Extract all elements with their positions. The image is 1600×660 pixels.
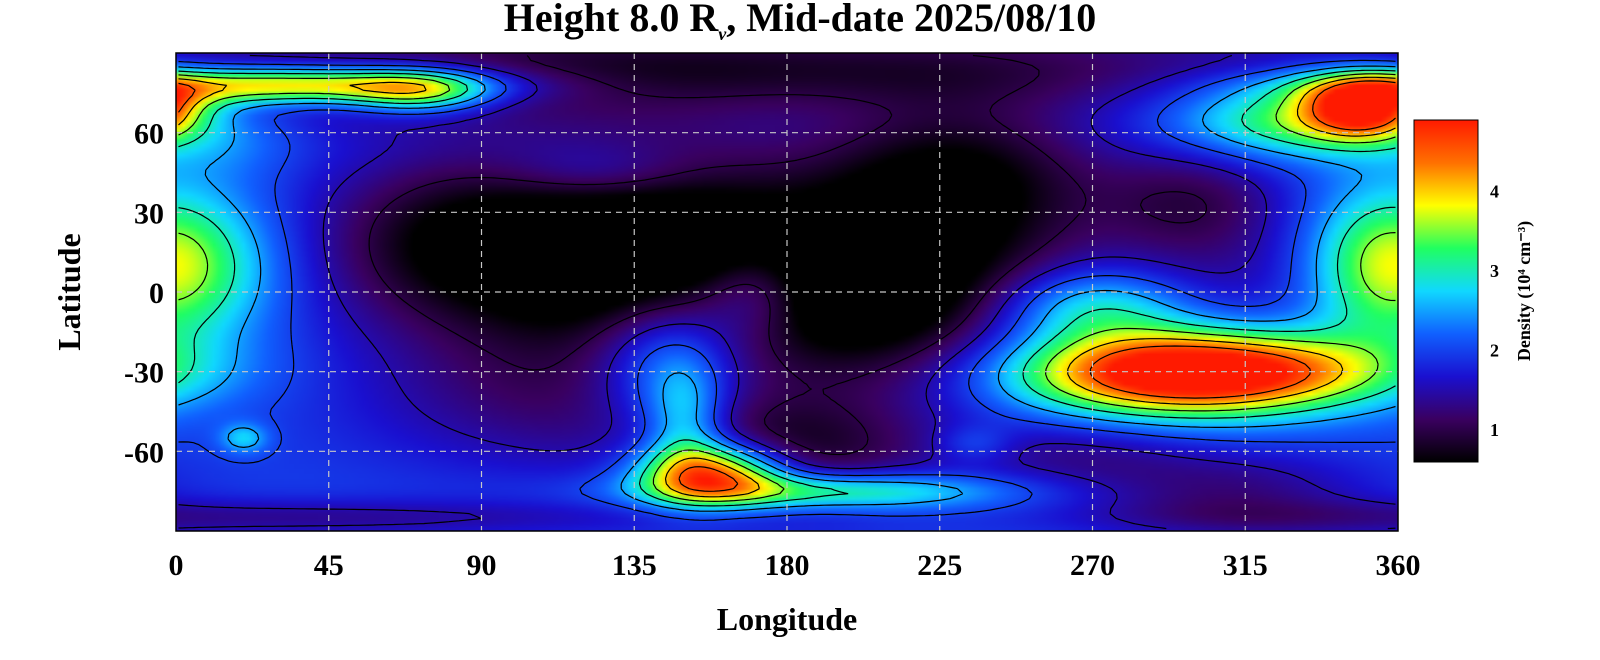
x-axis-label: Longitude <box>717 601 857 637</box>
contour-level <box>178 76 1396 498</box>
y-axis: 60 30 0 -30 -60 <box>124 118 164 470</box>
x-tick-label: 180 <box>765 549 810 582</box>
y-tick-label: 60 <box>134 118 164 151</box>
colorbar-label: Density (10⁴ cm⁻³) <box>1514 221 1535 361</box>
contour-level <box>178 59 1396 521</box>
y-axis-label: Latitude <box>51 233 87 350</box>
y-tick-label: -60 <box>124 436 164 469</box>
x-tick-label: 360 <box>1376 549 1421 582</box>
plot-frame <box>175 52 1399 532</box>
colorbar-tick-label: 2 <box>1490 341 1499 361</box>
colorbar-tick-label: 4 <box>1490 182 1499 202</box>
contour-level <box>368 54 1208 456</box>
x-tick-label: 90 <box>467 549 497 582</box>
colorbar-tick-label: 1 <box>1490 420 1499 440</box>
contour-level <box>178 69 1396 507</box>
contour-level <box>178 73 1396 502</box>
contour-lines <box>178 54 1396 530</box>
y-tick-label: 0 <box>149 277 164 310</box>
x-tick-label: 225 <box>917 549 962 582</box>
grid <box>176 53 1398 531</box>
contour-level <box>178 54 1396 530</box>
x-tick-label: 135 <box>612 549 657 582</box>
x-tick-label: 45 <box>314 549 344 582</box>
colorbar: 1 2 3 4 Density (10⁴ cm⁻³) <box>1413 119 1535 463</box>
x-tick-label: 270 <box>1070 549 1115 582</box>
x-tick-label: 0 <box>169 549 184 582</box>
y-tick-label: 30 <box>134 197 164 230</box>
y-tick-label: -30 <box>124 357 164 390</box>
x-tick-label: 315 <box>1223 549 1268 582</box>
x-axis: 0 45 90 135 180 225 270 315 360 <box>169 549 1421 582</box>
chart-title: Height 8.0 Rv, Mid-date 2025/08/10 <box>503 0 1097 44</box>
colorbar-tick-label: 3 <box>1490 261 1499 281</box>
colorbar-gradient <box>1413 119 1479 463</box>
